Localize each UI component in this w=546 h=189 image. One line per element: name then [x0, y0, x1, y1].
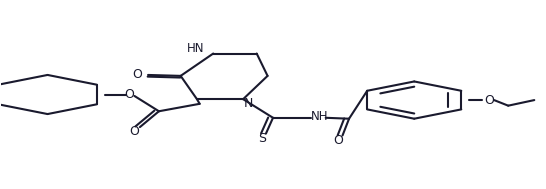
- Text: NH: NH: [311, 110, 328, 123]
- Text: O: O: [129, 125, 139, 138]
- Text: S: S: [258, 132, 266, 145]
- Text: HN: HN: [187, 42, 205, 55]
- Text: N: N: [244, 97, 253, 110]
- Text: O: O: [124, 88, 134, 101]
- Text: O: O: [132, 68, 142, 81]
- Text: O: O: [333, 134, 343, 147]
- Text: O: O: [484, 94, 494, 107]
